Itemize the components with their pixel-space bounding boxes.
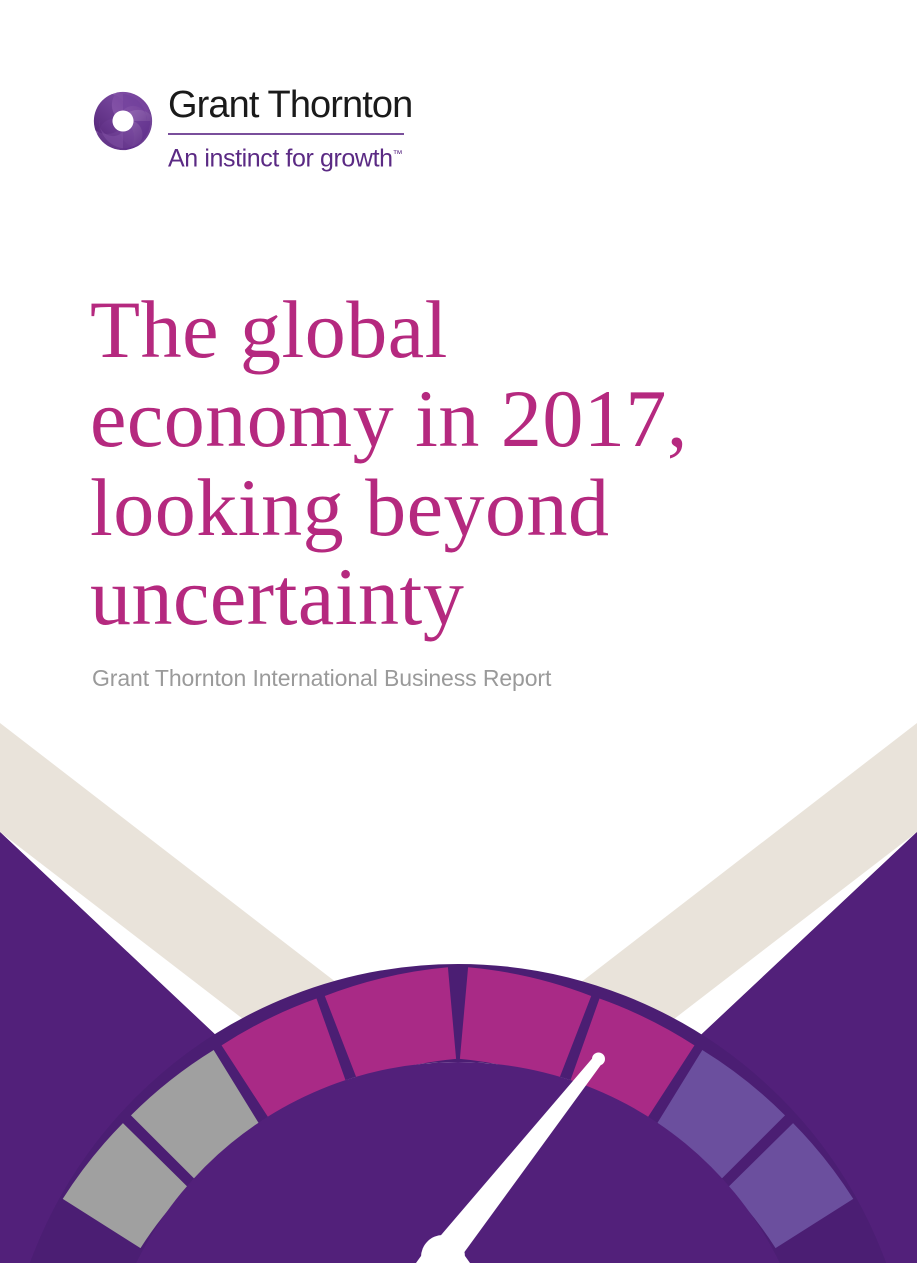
gauge-segment-magenta-4 bbox=[567, 998, 695, 1124]
gauge-needle-tip bbox=[592, 1052, 605, 1066]
page-title: The global economy in 2017, looking beyo… bbox=[90, 285, 750, 641]
title-line-1: The global bbox=[90, 284, 448, 375]
logo-tagline-container: An instinct for growth™ bbox=[168, 140, 432, 173]
gauge-segment-lightpurple-outer-right bbox=[727, 1123, 854, 1249]
title-line-2: economy in 2017, bbox=[90, 373, 688, 464]
gauge-ring-base bbox=[29, 964, 887, 1263]
grant-thornton-pinwheel-mark bbox=[92, 90, 154, 152]
gauge-ring bbox=[29, 964, 887, 1263]
gauge-segment-magenta-1 bbox=[221, 998, 349, 1124]
title-line-4: uncertainty bbox=[90, 551, 465, 642]
grant-thornton-logo: Grant Thornton An instinct for growth™ bbox=[92, 78, 432, 173]
gauge-segment-gray-outer-left bbox=[62, 1123, 189, 1249]
logo-divider-rule bbox=[168, 133, 404, 135]
page-subtitle: Grant Thornton International Business Re… bbox=[92, 665, 552, 691]
cover-title-block: The global economy in 2017, looking beyo… bbox=[90, 285, 750, 693]
trademark-symbol: ™ bbox=[392, 148, 403, 160]
gauge-segment-gray-left bbox=[130, 1050, 263, 1181]
gauge-segment-lightpurple-right bbox=[653, 1050, 786, 1181]
gauge-segment-magenta-2 bbox=[324, 967, 457, 1083]
gauge-segment-magenta-3 bbox=[459, 967, 592, 1083]
title-line-3: looking beyond bbox=[90, 462, 610, 553]
logo-wordmark: Grant Thornton bbox=[168, 84, 413, 126]
gauge-hub-face bbox=[136, 1062, 780, 1263]
gauge-needle bbox=[416, 1052, 605, 1263]
logo-tagline-text: An instinct for growth bbox=[168, 143, 393, 172]
gauge-needle-base bbox=[416, 1256, 470, 1263]
